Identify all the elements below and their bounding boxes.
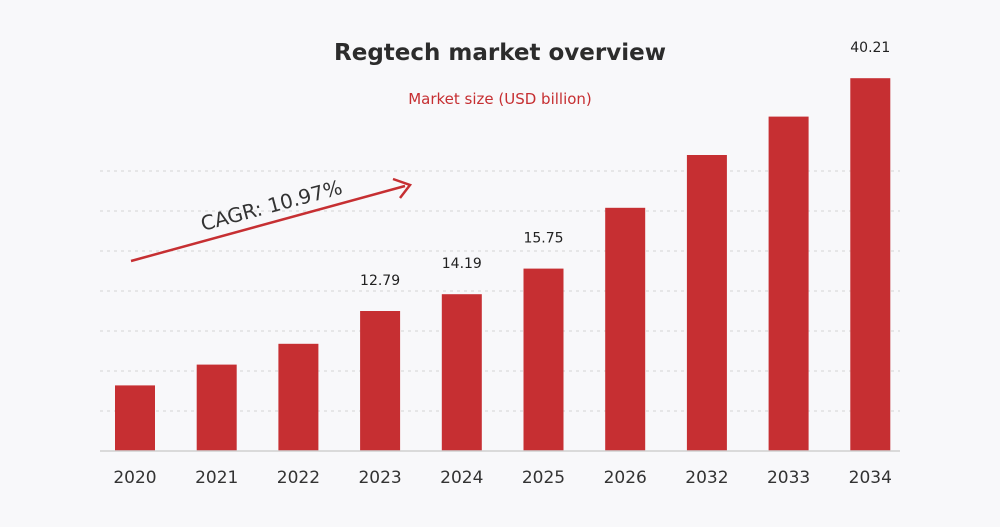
x-tick-2021: 2021 bbox=[195, 468, 238, 488]
x-tick-2024: 2024 bbox=[440, 468, 483, 488]
bar-2024 bbox=[441, 294, 482, 451]
bar-2026 bbox=[605, 207, 646, 451]
x-tick-2022: 2022 bbox=[277, 468, 320, 488]
data-label-2023: 12.79 bbox=[360, 273, 400, 289]
bar-2023 bbox=[360, 311, 401, 451]
cagr-label: CAGR: 10.97% bbox=[198, 175, 345, 236]
x-tick-2023: 2023 bbox=[358, 468, 401, 488]
x-tick-2025: 2025 bbox=[522, 468, 565, 488]
x-tick-labels: 2020 2021 2022 2023 2024 2025 2026 2032 2033 2034 bbox=[113, 468, 892, 488]
x-tick-2026: 2026 bbox=[604, 468, 647, 488]
bar-2021 bbox=[196, 364, 237, 451]
chart-subtitle: Market size (USD billion) bbox=[408, 90, 592, 108]
bar-2033 bbox=[768, 116, 809, 451]
chart-title: Regtech market overview bbox=[334, 40, 666, 66]
bar-2022 bbox=[278, 343, 319, 451]
cagr-arrow-line bbox=[130, 184, 406, 263]
x-tick-2033: 2033 bbox=[767, 468, 810, 488]
bar-2020 bbox=[115, 385, 155, 451]
gridlines bbox=[100, 170, 900, 412]
data-labels: 12.79 14.19 15.75 40.21 bbox=[360, 40, 890, 289]
x-tick-2020: 2020 bbox=[113, 468, 156, 488]
data-label-2024: 14.19 bbox=[442, 256, 482, 272]
data-label-2034: 40.21 bbox=[850, 40, 890, 56]
bar-2032 bbox=[686, 155, 727, 451]
bar-2025 bbox=[523, 268, 564, 451]
data-label-2025: 15.75 bbox=[523, 231, 563, 247]
bars bbox=[115, 78, 891, 451]
bar-2034 bbox=[850, 78, 891, 451]
cagr-arrow-head bbox=[392, 177, 413, 199]
cagr-annotation: CAGR: 10.97% bbox=[130, 175, 413, 263]
x-tick-2034: 2034 bbox=[849, 468, 892, 488]
x-tick-2032: 2032 bbox=[685, 468, 728, 488]
